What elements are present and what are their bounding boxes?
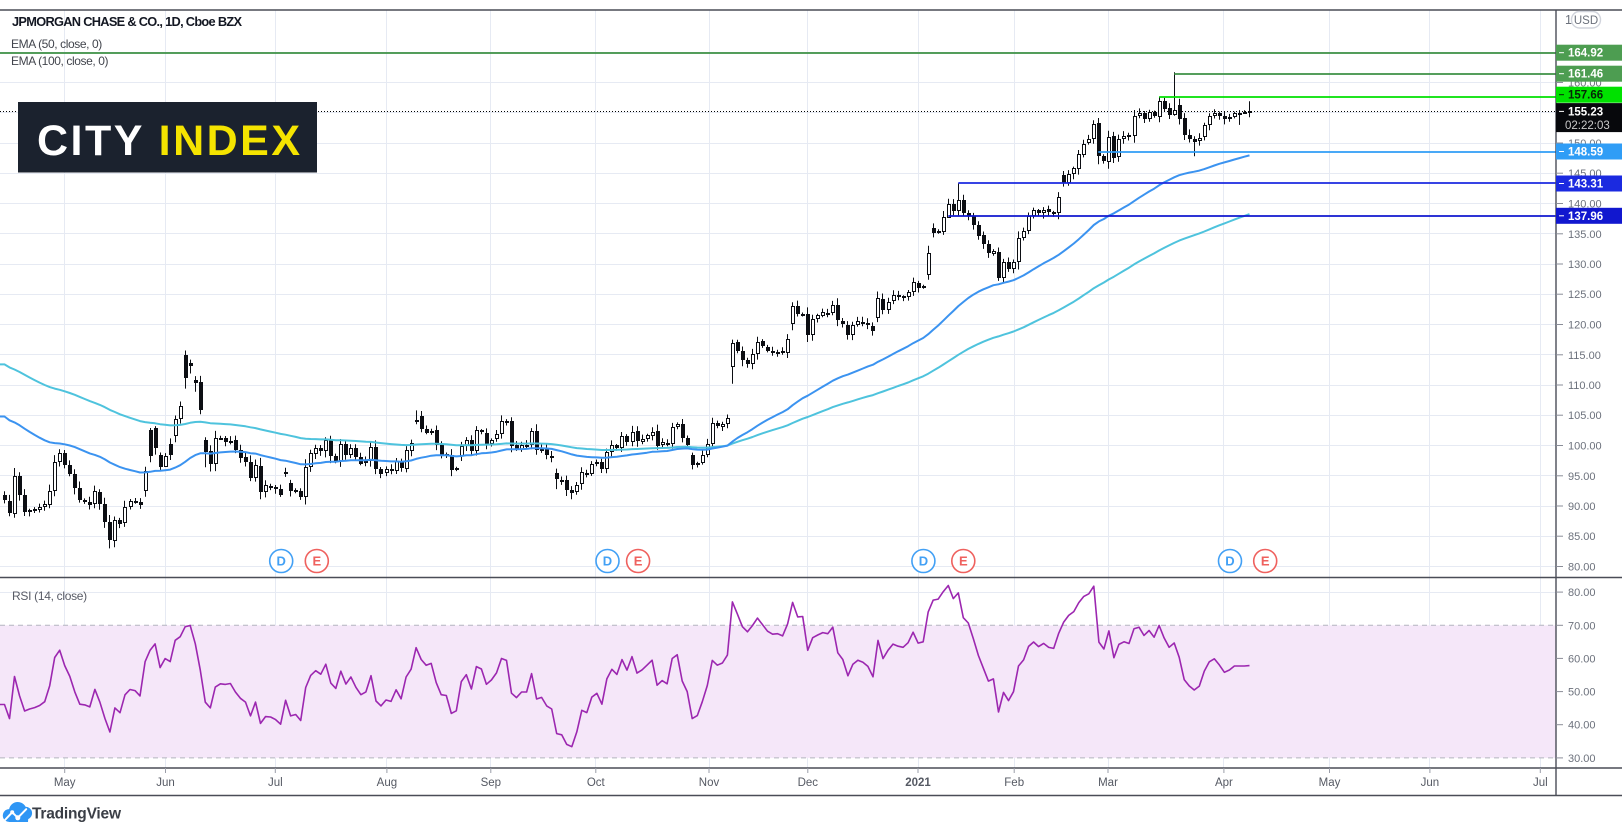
svg-text:70.00: 70.00 — [1568, 620, 1596, 632]
svg-text:Jun: Jun — [156, 777, 175, 789]
svg-text:120.00: 120.00 — [1568, 320, 1602, 332]
svg-text:USD: USD — [1574, 15, 1598, 27]
svg-text:D: D — [1225, 554, 1234, 569]
svg-text:100.00: 100.00 — [1568, 441, 1602, 453]
svg-text:E: E — [959, 554, 968, 569]
svg-text:50.00: 50.00 — [1568, 687, 1596, 699]
svg-text:Jul: Jul — [1533, 777, 1548, 789]
svg-text:D: D — [603, 554, 612, 569]
svg-text:115.00: 115.00 — [1568, 350, 1601, 362]
svg-text:1: 1 — [1565, 13, 1572, 27]
svg-text:JPMORGAN CHASE & CO., 1D, Cboe: JPMORGAN CHASE & CO., 1D, Cboe BZX — [12, 14, 242, 29]
svg-text:Apr: Apr — [1215, 777, 1233, 789]
svg-text:Mar: Mar — [1098, 777, 1118, 789]
svg-text:40.00: 40.00 — [1568, 720, 1596, 732]
svg-text:Aug: Aug — [377, 777, 397, 789]
svg-text:125.00: 125.00 — [1568, 289, 1602, 301]
svg-text:164.92: 164.92 — [1568, 48, 1603, 60]
svg-text:Oct: Oct — [587, 777, 606, 789]
svg-text:2021: 2021 — [905, 777, 931, 789]
svg-text:85.00: 85.00 — [1568, 531, 1596, 543]
svg-text:CITY INDEX: CITY INDEX — [37, 117, 303, 165]
svg-text:May: May — [1319, 777, 1341, 789]
svg-text:Nov: Nov — [699, 777, 720, 789]
svg-text:May: May — [54, 777, 76, 789]
svg-text:155.23: 155.23 — [1568, 106, 1603, 118]
svg-text:RSI (14, close): RSI (14, close) — [12, 589, 87, 603]
svg-text:Sep: Sep — [481, 777, 501, 789]
svg-text:EMA (100, close, 0): EMA (100, close, 0) — [11, 54, 109, 68]
svg-text:140.00: 140.00 — [1568, 199, 1602, 211]
svg-text:TradingView: TradingView — [32, 806, 122, 822]
svg-text:137.96: 137.96 — [1568, 211, 1603, 223]
svg-text:Jun: Jun — [1421, 777, 1440, 789]
svg-text:135.00: 135.00 — [1568, 229, 1602, 241]
svg-text:Feb: Feb — [1004, 777, 1024, 789]
svg-text:130.00: 130.00 — [1568, 259, 1602, 271]
svg-text:Dec: Dec — [798, 777, 819, 789]
svg-text:157.66: 157.66 — [1568, 90, 1603, 102]
svg-text:E: E — [312, 554, 321, 569]
svg-text:EMA (50, close, 0): EMA (50, close, 0) — [11, 37, 102, 51]
svg-text:30.00: 30.00 — [1568, 753, 1596, 765]
svg-text:105.00: 105.00 — [1568, 410, 1602, 422]
svg-text:110.00: 110.00 — [1568, 380, 1601, 392]
svg-text:E: E — [1261, 554, 1270, 569]
svg-text:60.00: 60.00 — [1568, 653, 1596, 665]
svg-text:161.46: 161.46 — [1568, 69, 1603, 81]
svg-text:95.00: 95.00 — [1568, 471, 1596, 483]
svg-text:02:22:03: 02:22:03 — [1565, 120, 1610, 132]
svg-text:D: D — [919, 554, 928, 569]
svg-text:80.00: 80.00 — [1568, 562, 1596, 574]
svg-text:Jul: Jul — [268, 777, 283, 789]
svg-text:143.31: 143.31 — [1568, 179, 1604, 191]
svg-text:90.00: 90.00 — [1568, 501, 1596, 513]
svg-text:E: E — [634, 554, 643, 569]
svg-text:148.59: 148.59 — [1568, 147, 1603, 159]
svg-text:80.00: 80.00 — [1568, 587, 1596, 599]
svg-text:D: D — [277, 554, 286, 569]
